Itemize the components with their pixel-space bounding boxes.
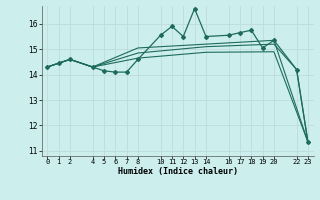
X-axis label: Humidex (Indice chaleur): Humidex (Indice chaleur): [118, 167, 237, 176]
